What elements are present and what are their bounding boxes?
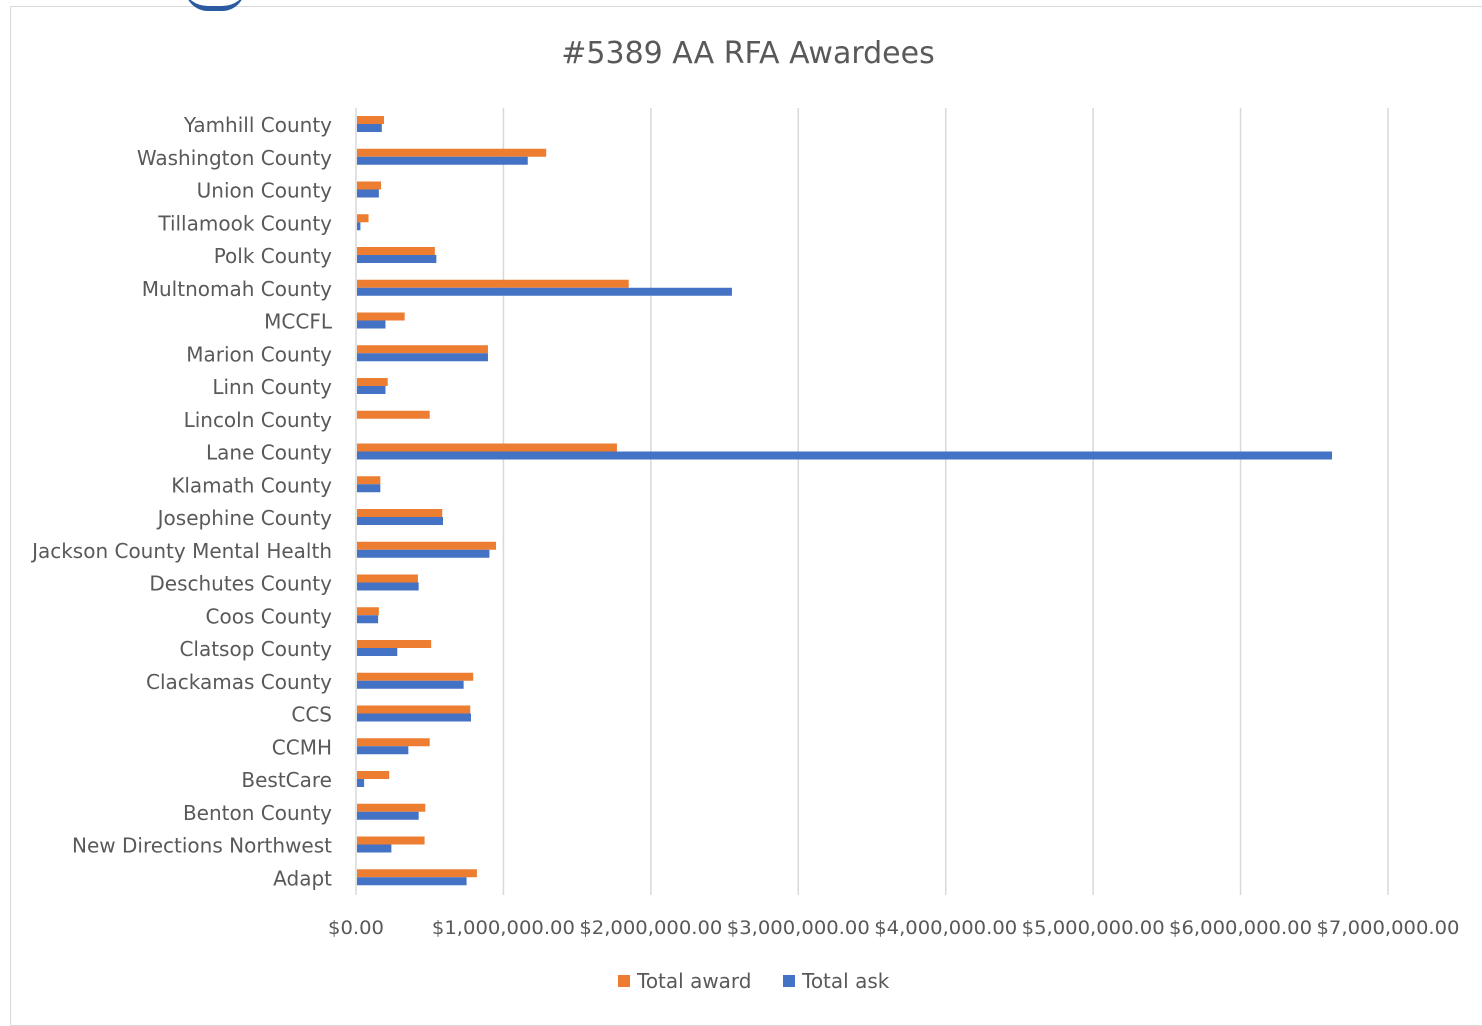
bar-total-ask: [357, 222, 361, 231]
chart-frame: [10, 6, 1482, 1026]
bar-total-award: [357, 116, 385, 124]
category-label: New Directions Northwest: [72, 834, 332, 858]
bar-total-award: [357, 574, 418, 583]
legend-label: Total award: [636, 969, 752, 993]
bar-total-award: [357, 541, 497, 550]
bar-total-award: [357, 279, 629, 288]
bar-total-award: [357, 214, 369, 223]
bar-total-ask: [357, 680, 464, 689]
x-tick-label: $2,000,000.00: [579, 917, 722, 939]
x-tick-label: $5,000,000.00: [1022, 917, 1165, 939]
x-tick-label: $7,000,000.00: [1317, 917, 1460, 939]
bar-total-ask: [357, 189, 379, 198]
bar-total-award: [357, 378, 388, 386]
bar-total-award: [357, 410, 430, 419]
bar-total-ask: [357, 648, 398, 656]
category-label: Lincoln County: [184, 408, 333, 432]
bar-total-award: [357, 476, 381, 485]
category-label: Marion County: [186, 342, 332, 366]
legend-swatch: [783, 975, 795, 987]
bar-total-ask: [357, 287, 732, 296]
bar-total-award: [357, 312, 405, 321]
category-label: Clackamas County: [146, 670, 332, 694]
bar-total-ask: [357, 517, 443, 525]
bar-total-ask: [357, 615, 379, 624]
category-label: MCCFL: [264, 310, 333, 334]
bar-total-award: [357, 705, 471, 714]
category-label: Josephine County: [156, 506, 333, 530]
category-label: Klamath County: [171, 473, 332, 497]
category-label: Union County: [197, 179, 333, 203]
category-label: Linn County: [212, 375, 332, 399]
bar-total-award: [357, 803, 426, 812]
bar-total-award: [357, 672, 474, 681]
category-label: Adapt: [273, 866, 332, 890]
bar-total-ask: [357, 549, 490, 558]
bar-total-ask: [357, 779, 365, 787]
bar-total-ask: [357, 877, 467, 886]
bar-total-ask: [357, 320, 386, 329]
bar-total-award: [357, 869, 477, 878]
bar-total-award: [357, 345, 488, 354]
x-tick-label: $3,000,000.00: [727, 917, 870, 939]
bar-total-ask: [357, 484, 381, 493]
x-tick-label: $1,000,000.00: [432, 917, 575, 939]
bar-total-ask: [357, 451, 1332, 460]
bar-total-ask: [357, 844, 392, 853]
bar-total-ask: [357, 713, 471, 722]
chart-title: #5389 AA RFA Awardees: [561, 36, 934, 71]
bar-total-award: [357, 771, 390, 779]
category-label: Clatsop County: [179, 637, 332, 661]
category-label: BestCare: [241, 768, 332, 792]
bar-total-ask: [357, 386, 386, 394]
decorative-corner-arc: [185, 0, 245, 11]
category-label: Yamhill County: [183, 113, 332, 137]
bar-total-award: [357, 247, 435, 255]
bar-total-award: [357, 148, 547, 157]
gridlines: [355, 108, 1389, 895]
bar-total-ask: [357, 811, 419, 820]
category-label: Lane County: [206, 441, 332, 465]
bar-total-award: [357, 738, 430, 747]
category-label: Benton County: [183, 801, 332, 825]
x-tick-label: $0.00: [328, 917, 384, 939]
bar-total-award: [357, 443, 617, 452]
bar-total-ask: [357, 746, 409, 755]
x-tick-labels: $0.00 $1,000,000.00 $2,000,000.00 $3,000,00…: [328, 917, 1460, 939]
category-label: Jackson County Mental Health: [30, 539, 332, 563]
category-label: CCMH: [272, 735, 332, 759]
bar-total-award: [357, 181, 382, 190]
x-tick-label: $6,000,000.00: [1169, 917, 1312, 939]
category-label: Tillamook County: [157, 211, 332, 235]
bar-total-award: [357, 640, 432, 648]
legend-swatch: [618, 975, 630, 987]
legend: Total award Total ask: [618, 969, 890, 993]
bar-total-ask: [357, 156, 528, 165]
bar-total-ask: [357, 255, 437, 263]
category-label: Coos County: [206, 604, 333, 628]
category-labels: Yamhill County Washington County Union Cou…: [30, 113, 333, 890]
bar-total-award: [357, 607, 379, 616]
bars: [357, 116, 1332, 886]
bar-total-award: [357, 509, 443, 517]
legend-label: Total ask: [801, 969, 890, 993]
x-tick-label: $4,000,000.00: [874, 917, 1017, 939]
bar-total-award: [357, 836, 425, 845]
category-label: CCS: [291, 703, 332, 727]
category-label: Polk County: [214, 244, 332, 268]
category-label: Multnomah County: [142, 277, 332, 301]
bar-total-ask: [357, 353, 488, 362]
category-label: Deschutes County: [149, 572, 332, 596]
bar-total-ask: [357, 124, 382, 132]
category-label: Washington County: [137, 146, 332, 170]
bar-total-ask: [357, 582, 419, 591]
